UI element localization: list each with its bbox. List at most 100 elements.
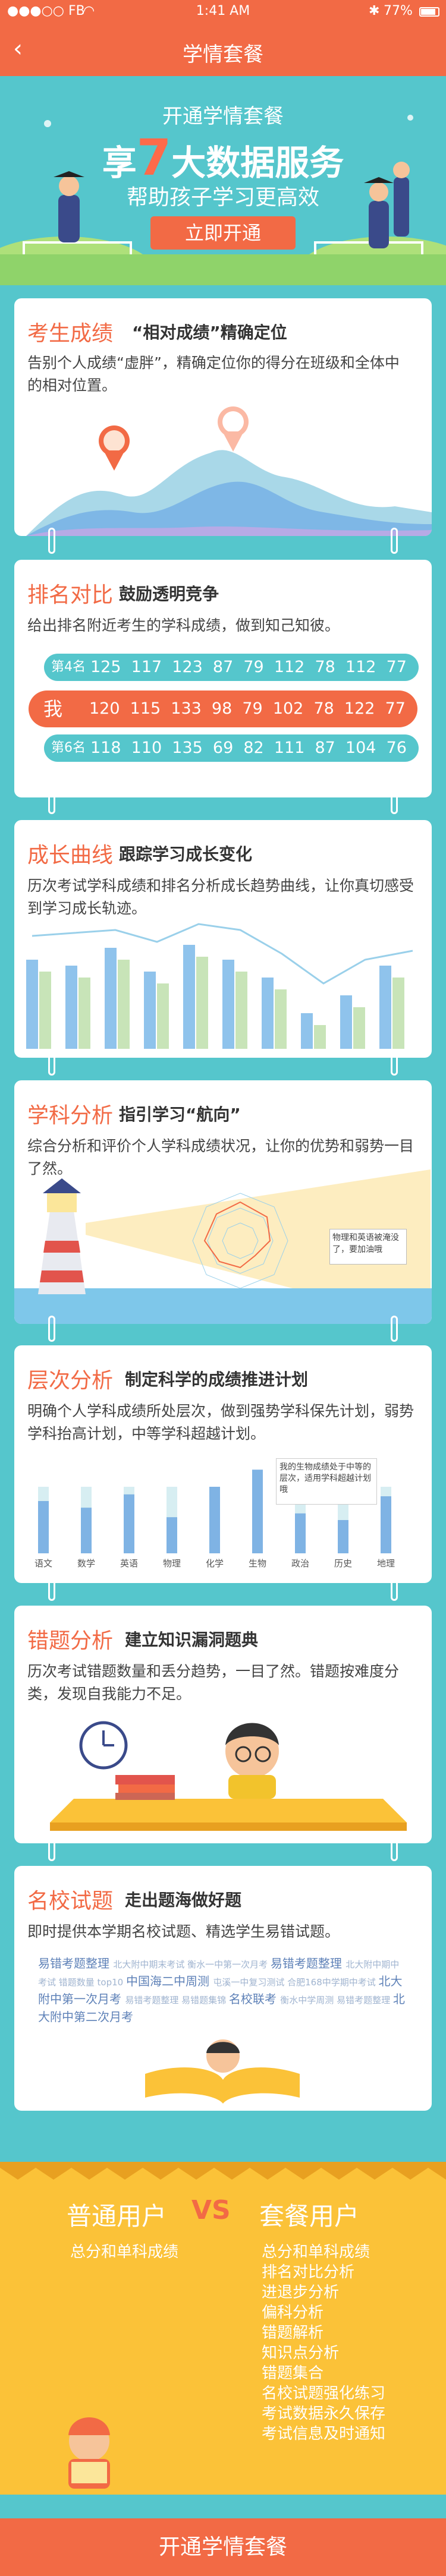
level-tick-label: 地理	[377, 1558, 395, 1569]
rank-value: 125	[90, 658, 121, 676]
growth-chart	[26, 923, 413, 1049]
card-score: 考生成绩 “相对成绩”精确定位 告别个人成绩“虚胖”，精确定位你的得分在班级和全…	[14, 298, 432, 536]
hero-line2: 享7大数据服务	[102, 128, 344, 187]
vs-label: VS	[191, 2195, 231, 2225]
growth-bar	[275, 989, 287, 1049]
rank-value: 117	[131, 658, 162, 676]
feature-item: 总分和单科成绩	[70, 2243, 179, 2261]
level-bar	[124, 1494, 134, 1553]
cloud-word: 北大附中第一次月考	[38, 1974, 403, 2006]
cloud-word: 易错考题整理	[38, 1956, 114, 1970]
connector	[48, 1049, 55, 1076]
card-desc: 综合分析和评价个人学科成绩状况，让你的优势和弱势一目了然。	[27, 1137, 414, 1177]
rank-value: 123	[172, 658, 203, 676]
level-tick-label: 生物	[249, 1558, 266, 1569]
rank-value: 110	[131, 739, 162, 757]
connector	[391, 528, 398, 554]
bluetooth-icon: ✱	[369, 4, 380, 18]
cloud-word: 中国海二中周测	[126, 1974, 213, 1988]
rank-value: 112	[274, 658, 305, 676]
connector	[48, 528, 55, 554]
card-subtitle: 跟踪学习成长变化	[119, 844, 253, 864]
level-tick-label: 历史	[334, 1558, 352, 1569]
feature-item: 名校试题强化练习	[262, 2385, 386, 2402]
card-subtitle: 指引学习“航向”	[119, 1105, 241, 1124]
card-subtitle: 走出题海做好题	[125, 1890, 242, 1910]
rank-value: 111	[274, 739, 305, 757]
card-title: 错题分析	[27, 1629, 114, 1653]
level-tick-label: 物理	[163, 1558, 181, 1569]
cloud-word: 屯溪一中复习测试	[213, 1977, 288, 1988]
book-boy-illustration	[145, 2039, 300, 2104]
rank-value: 82	[243, 739, 264, 757]
card-desc: 明确个人学科成绩所处层次，做到强势学科保先计划，弱势学科抬高计划，中等学科超越计…	[27, 1402, 414, 1442]
status-bar: ●●●○○ FB ◠ 1:41 AM ✱ 77%	[0, 0, 446, 24]
package-feature-list: 总分和单科成绩 排名对比分析 进退步分析 偏科分析 错题解析 知识点分析 错题集合 名校试题强…	[262, 2242, 385, 2444]
level-tick-label: 政治	[291, 1558, 309, 1569]
rank-value: 104	[345, 739, 376, 757]
level-bar	[81, 1508, 92, 1553]
connector	[48, 1575, 55, 1601]
card-subtitle: 鼓励透明竞争	[119, 584, 219, 604]
growth-bar	[222, 960, 234, 1049]
rank-value: 79	[242, 699, 263, 718]
growth-bar	[118, 960, 130, 1049]
cloud-word: 合肥168中学期中考试	[287, 1977, 379, 1988]
feature-item: 总分和单科成绩	[262, 2243, 370, 2261]
growth-bar	[65, 966, 77, 1049]
card-desc: 历次考试学科成绩和排名分析成长趋势曲线，让你真切感受到学习成长轨迹。	[27, 877, 414, 917]
card-subtitle: “相对成绩”精确定位	[132, 323, 287, 342]
carrier-label: ●●●○○ FB	[7, 4, 85, 18]
level-bar	[338, 1520, 348, 1553]
connector	[391, 1575, 398, 1601]
connector	[48, 1316, 55, 1342]
hero-line3: 帮助孩子学习更高效	[126, 185, 319, 210]
feature-item: 知识点分析	[262, 2344, 340, 2362]
hero-illustration	[0, 76, 446, 285]
level-bar	[38, 1501, 49, 1553]
connector	[391, 788, 398, 814]
card-mistakes: 错题分析 建立知识漏洞题典 历次考试错题数量和丢分趋势，一目了然。错题按难度分类…	[14, 1606, 432, 1843]
feature-item: 考试数据永久保存	[262, 2405, 386, 2423]
rank-row-me: 我 120 115 133 98 79 102 78 122 77	[29, 690, 417, 727]
feature-item: 错题解析	[262, 2324, 324, 2342]
feature-item: 偏科分析	[262, 2304, 324, 2322]
level-bar	[167, 1517, 177, 1553]
hero-banner: 开通学情套餐 享7大数据服务 帮助孩子学习更高效 立即开通	[0, 76, 446, 285]
cloud-word: 易错考题整理	[270, 1956, 346, 1970]
rank-value: 78	[313, 699, 334, 718]
level-tick-label: 英语	[120, 1558, 138, 1569]
cloud-word: 北大附中第二次月考	[38, 1992, 405, 2024]
navbar: ‹ 学情套餐	[0, 24, 446, 76]
cloud-word: 衡水一中第一次月考	[187, 1959, 271, 1970]
compare-section: 普通用户 VS 套餐用户 总分和单科成绩 总分和单科成绩 排名对比分析 进退步分析偏…	[0, 2162, 446, 2518]
card-title: 层次分析	[27, 1369, 114, 1393]
hero-line1: 开通学情套餐	[162, 105, 284, 128]
student-desk-illustration	[50, 1721, 407, 1831]
growth-bar	[301, 1013, 313, 1049]
growth-bar	[353, 1007, 365, 1049]
rank-value: 77	[386, 658, 407, 676]
growth-bar	[314, 1025, 326, 1049]
cloud-word: 易错考题整理	[125, 1995, 182, 2006]
rank-value: 122	[344, 699, 375, 718]
page-title: 学情套餐	[183, 43, 263, 67]
cloud-word: 名校联考	[228, 1992, 281, 2006]
normal-user-heading: 普通用户	[67, 2202, 167, 2231]
rank-value: 69	[212, 739, 234, 757]
rank-value: 98	[211, 699, 233, 718]
cloud-word: 衡水中学周测	[280, 1995, 337, 2006]
pin-other-icon	[218, 406, 249, 452]
growth-bar	[183, 945, 195, 1049]
feature-item: 进退步分析	[262, 2284, 340, 2301]
rank-value: 76	[386, 739, 407, 757]
growth-bar	[39, 972, 51, 1049]
card-subtitle: 建立知识漏洞题典	[125, 1630, 259, 1650]
compare-background	[0, 2162, 446, 2518]
back-chevron-icon[interactable]: ‹	[13, 35, 23, 62]
open-package-button[interactable]: 开通学情套餐	[0, 2518, 446, 2576]
level-tick-label: 数学	[77, 1558, 95, 1569]
level-tick-label: 化学	[206, 1558, 224, 1569]
open-now-button[interactable]: 立即开通	[150, 216, 296, 250]
exam-word-cloud: 易错考题整理 北大附中期末考试 衡水一中第一次月考 易错考题整理 北大附中期中考…	[38, 1955, 407, 2074]
